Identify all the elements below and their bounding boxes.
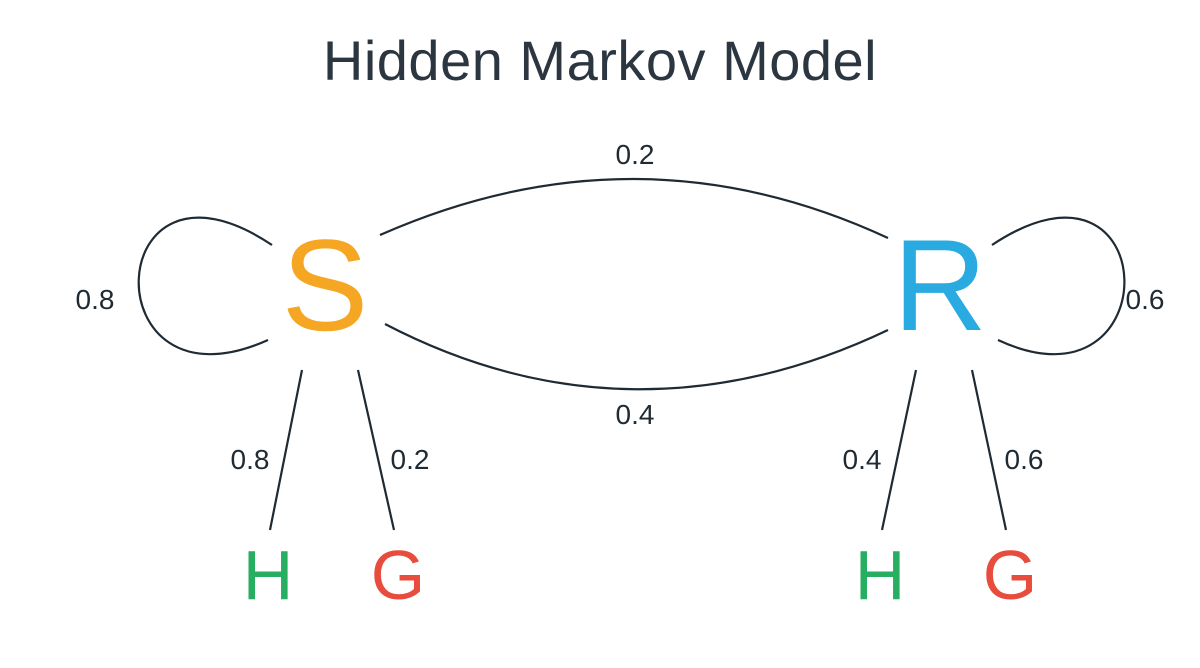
edge-label-R_to_G: 0.6 xyxy=(1005,444,1044,476)
node-R: R xyxy=(893,220,987,350)
edge-S_to_G xyxy=(358,370,394,530)
edge-label-S_to_H: 0.8 xyxy=(231,444,270,476)
node-R_H: H xyxy=(855,540,906,610)
edge-R_self xyxy=(992,218,1124,355)
edge-R_to_S xyxy=(385,324,888,389)
edge-label-S_to_R: 0.2 xyxy=(616,139,655,171)
edge-S_self xyxy=(139,218,272,355)
node-S: S xyxy=(282,220,369,350)
edge-R_to_H xyxy=(882,370,916,530)
edge-label-S_self: 0.8 xyxy=(76,284,115,316)
node-S_H: H xyxy=(243,540,294,610)
edge-label-S_to_G: 0.2 xyxy=(391,444,430,476)
node-S_G: G xyxy=(371,540,425,610)
edge-label-R_to_S: 0.4 xyxy=(616,399,655,431)
edge-S_to_H xyxy=(270,370,302,530)
diagram-canvas: Hidden Markov Model SRHGHG 0.80.60.20.40… xyxy=(0,0,1200,668)
edge-S_to_R xyxy=(380,179,888,238)
edge-label-R_self: 0.6 xyxy=(1126,284,1165,316)
node-R_G: G xyxy=(983,540,1037,610)
edge-R_to_G xyxy=(972,370,1006,530)
edge-label-R_to_H: 0.4 xyxy=(843,444,882,476)
